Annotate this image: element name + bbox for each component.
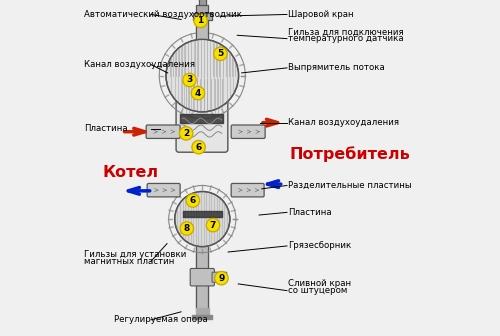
Circle shape	[191, 86, 204, 100]
FancyBboxPatch shape	[176, 73, 228, 152]
Circle shape	[183, 73, 196, 87]
FancyBboxPatch shape	[212, 272, 227, 282]
Circle shape	[180, 222, 194, 235]
Text: 9: 9	[218, 274, 224, 283]
Bar	[199, 0, 205, 5]
Text: Потребитель: Потребитель	[290, 146, 410, 162]
Bar	[196, 5, 208, 13]
Text: Шаровой кран: Шаровой кран	[288, 10, 354, 19]
Circle shape	[214, 47, 227, 60]
Text: Гильза для подключения: Гильза для подключения	[288, 28, 404, 36]
Circle shape	[206, 218, 220, 232]
Bar	[193, 13, 212, 20]
Text: 6: 6	[190, 196, 196, 205]
Circle shape	[166, 39, 238, 112]
Text: 7: 7	[210, 221, 216, 229]
Circle shape	[186, 194, 200, 207]
Circle shape	[174, 192, 230, 247]
Text: Регулируемая опора: Регулируемая опора	[114, 316, 208, 324]
Text: Автоматический воздухоотводчик: Автоматический воздухоотводчик	[84, 10, 241, 19]
Text: 8: 8	[184, 224, 190, 233]
Text: 1: 1	[198, 16, 203, 25]
Text: 2: 2	[183, 129, 190, 138]
Circle shape	[214, 271, 228, 285]
Text: со штуцером: со штуцером	[288, 286, 347, 295]
Text: магнитных пластин: магнитных пластин	[84, 257, 174, 266]
Circle shape	[192, 140, 205, 154]
Text: 3: 3	[186, 76, 192, 84]
Text: Пластина: Пластина	[288, 208, 332, 217]
FancyBboxPatch shape	[231, 125, 265, 138]
Text: Канал воздухоудаления: Канал воздухоудаления	[288, 118, 399, 127]
FancyBboxPatch shape	[190, 268, 214, 286]
FancyBboxPatch shape	[147, 183, 180, 197]
Text: Разделительные пластины: Разделительные пластины	[288, 181, 412, 190]
Text: 5: 5	[218, 49, 224, 58]
Text: 6: 6	[196, 143, 202, 152]
Text: Выпрямитель потока: Выпрямитель потока	[288, 64, 384, 72]
Text: Пластина: Пластина	[84, 124, 128, 133]
Text: Грязесборник: Грязесборник	[288, 242, 351, 250]
FancyBboxPatch shape	[231, 183, 264, 197]
Text: Канал воздухоудаления: Канал воздухоудаления	[84, 60, 194, 69]
Text: температурного датчика: температурного датчика	[288, 34, 404, 43]
Text: 4: 4	[194, 89, 201, 97]
Text: Сливной кран: Сливной кран	[288, 280, 351, 288]
Circle shape	[194, 14, 207, 28]
Circle shape	[180, 127, 193, 140]
Text: Котел: Котел	[103, 165, 159, 180]
FancyBboxPatch shape	[146, 125, 180, 138]
Text: Гильзы для установки: Гильзы для установки	[84, 250, 186, 259]
